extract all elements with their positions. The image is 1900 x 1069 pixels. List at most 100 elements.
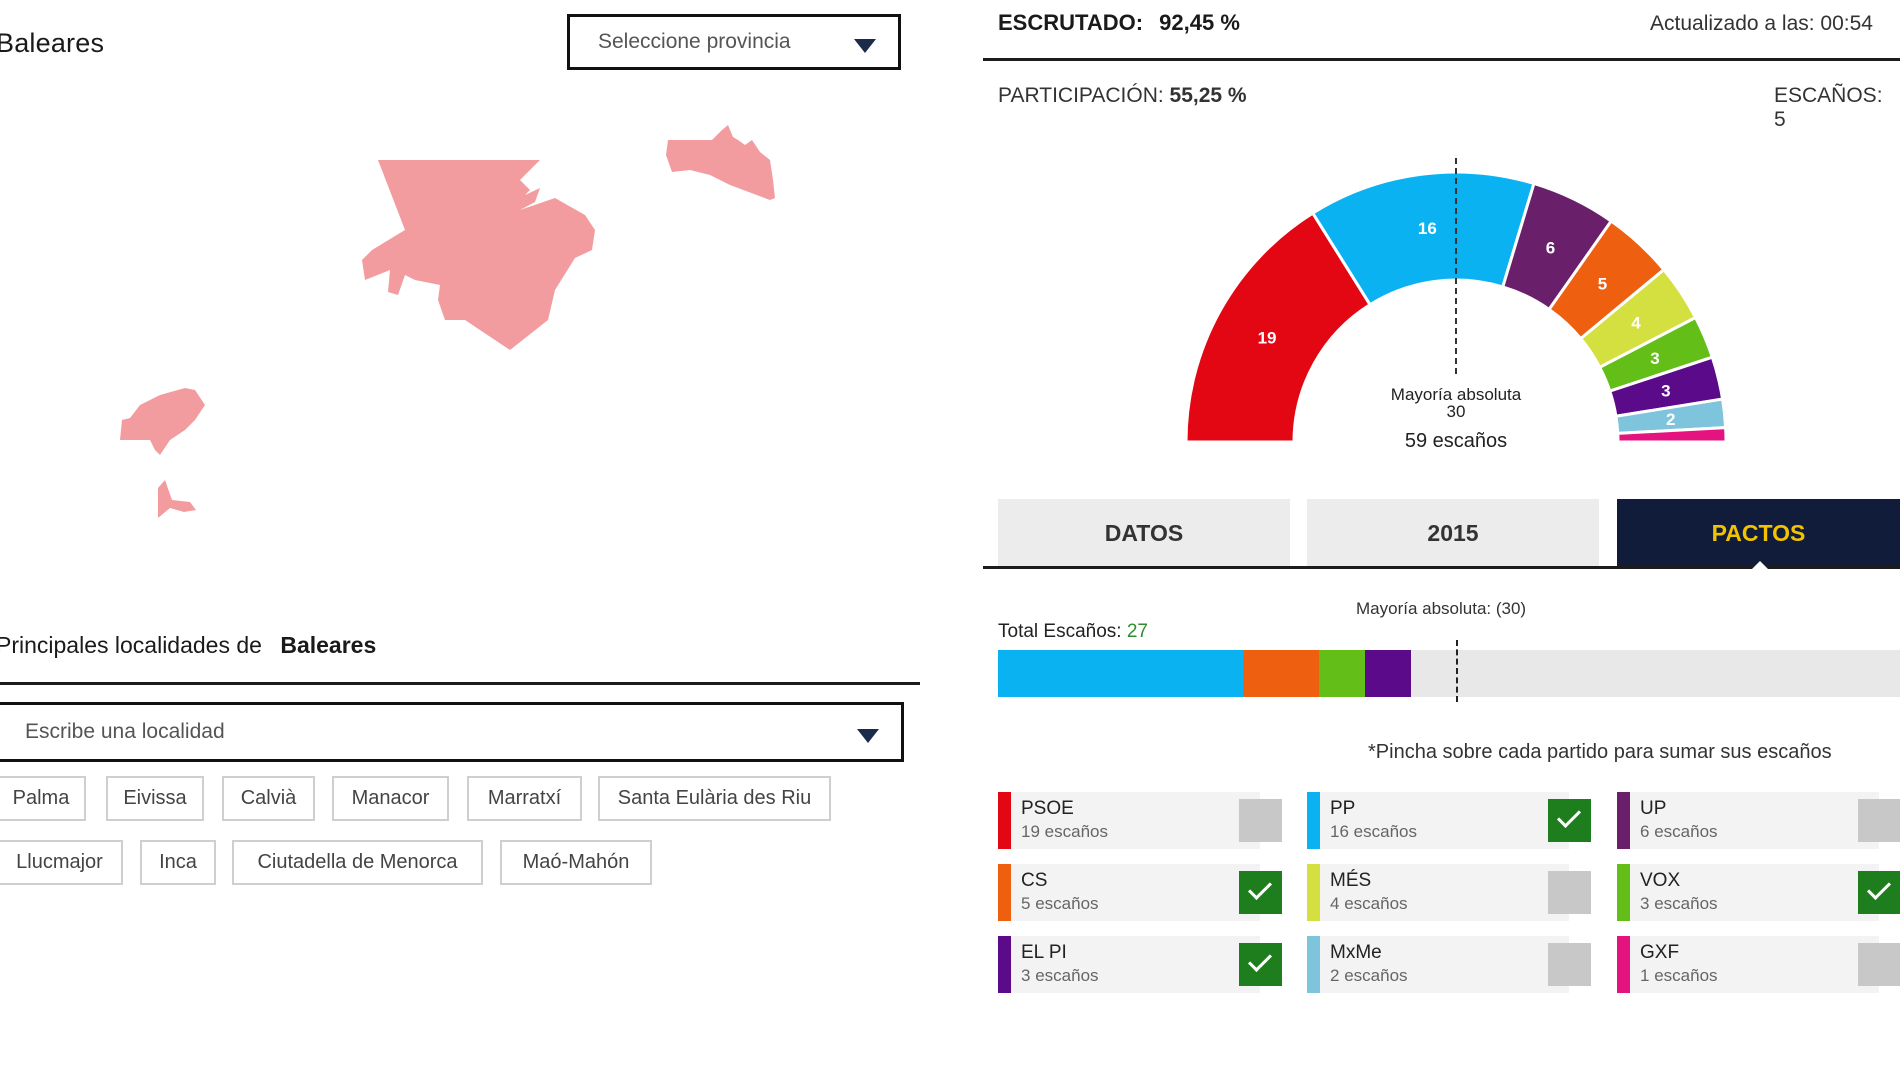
party-name: VOX <box>1640 870 1681 891</box>
party-seats-count: 3 <box>1021 966 1031 985</box>
pacts-bar-segment-cs <box>1242 650 1320 697</box>
locality-chip[interactable]: Calvià <box>222 776 315 821</box>
party-card-cs[interactable]: CS 5 escaños <box>998 864 1282 921</box>
party-seats-suffix: escaños <box>1344 966 1408 985</box>
unchecked-checkbox-icon[interactable] <box>1548 943 1591 986</box>
unchecked-checkbox-icon[interactable] <box>1858 943 1900 986</box>
party-seats-count: 1 <box>1640 966 1650 985</box>
escrutado: ESCRUTADO: 92,45 % <box>998 10 1240 36</box>
pacts-majority-label: Mayoría absoluta: (30) <box>1356 599 1527 618</box>
tab-2015[interactable]: 2015 <box>1307 499 1599 567</box>
province-select[interactable]: Seleccione provincia <box>567 14 901 70</box>
participacion-value: 55,25 % <box>1169 84 1247 107</box>
pacts-majority-line <box>1456 640 1458 702</box>
party-seats-suffix: escaños <box>1344 894 1408 913</box>
unchecked-checkbox-icon[interactable] <box>1548 871 1591 914</box>
pacts-bar-segment-el-pi <box>1364 650 1411 697</box>
party-name: GXF <box>1640 942 1680 963</box>
party-seats-suffix: escaños <box>1035 966 1099 985</box>
hemicycle-segment-gxf[interactable] <box>1616 426 1728 444</box>
participacion-label: PARTICIPACIÓN: <box>998 84 1164 107</box>
locality-chip[interactable]: Llucmajor <box>0 840 123 885</box>
map-region-mallorca[interactable] <box>362 160 595 350</box>
map-region-menorca[interactable] <box>666 125 775 200</box>
escanos-total: ESCAÑOS: 5 <box>1774 84 1883 131</box>
hemicycle-seat-label: 4 <box>1631 314 1641 333</box>
locality-chip[interactable]: Manacor <box>332 776 449 821</box>
locality-chip[interactable]: Ciutadella de Menorca <box>232 840 483 885</box>
tab-datos[interactable]: DATOS <box>998 499 1290 567</box>
unchecked-checkbox-icon[interactable] <box>1858 799 1900 842</box>
escrutado-label: ESCRUTADO: <box>998 10 1144 35</box>
map-region-ibiza[interactable] <box>120 388 205 455</box>
party-card-mxme[interactable]: MxMe 2 escaños <box>1307 936 1591 993</box>
locality-chip[interactable]: Inca <box>140 840 216 885</box>
party-seats-suffix: escaños <box>1044 822 1108 841</box>
pacts-total: Total Escaños: 27 <box>998 621 1148 643</box>
party-card-psoe[interactable]: PSOE 19 escaños <box>998 792 1282 849</box>
party-color-stripe <box>1307 864 1320 921</box>
party-card-més[interactable]: MÉS 4 escaños <box>1307 864 1591 921</box>
region-title: Baleares <box>0 28 105 58</box>
party-seats-count: 19 <box>1021 822 1040 841</box>
party-card-vox[interactable]: VOX 3 escaños <box>1617 864 1900 921</box>
majority-label: Mayoría absoluta <box>1391 385 1522 404</box>
checked-checkbox-icon[interactable] <box>1239 871 1282 914</box>
hemicycle-seat-label: 3 <box>1650 349 1659 368</box>
divider <box>0 682 920 685</box>
pacts-total-value: 27 <box>1126 621 1148 642</box>
locality-chip[interactable]: Maó-Mahón <box>500 840 652 885</box>
locality-input[interactable]: Escribe una localidad <box>0 702 904 762</box>
checked-checkbox-icon[interactable] <box>1858 871 1900 914</box>
checked-checkbox-icon[interactable] <box>1239 943 1282 986</box>
party-seats: 4 escaños <box>1330 894 1408 914</box>
party-seats-count: 2 <box>1330 966 1340 985</box>
party-seats-count: 6 <box>1640 822 1650 841</box>
party-seats-suffix: escaños <box>1654 894 1718 913</box>
divider <box>983 58 1900 61</box>
pacts-bar-segment-pp <box>998 650 1243 697</box>
checked-checkbox-icon[interactable] <box>1548 799 1591 842</box>
locality-chip[interactable]: Palma <box>0 776 86 821</box>
party-card-up[interactable]: UP 6 escaños <box>1617 792 1900 849</box>
party-seats: 1 escaños <box>1640 966 1718 986</box>
party-seats-suffix: escaños <box>1035 894 1099 913</box>
hemicycle-seat-label: 19 <box>1258 328 1277 347</box>
updated-time: Actualizado a las: 00:54 <box>1650 12 1873 35</box>
party-color-stripe <box>998 792 1011 849</box>
locality-chip[interactable]: Santa Eulària des Riu <box>598 776 831 821</box>
unchecked-checkbox-icon[interactable] <box>1239 799 1282 842</box>
party-name: EL PI <box>1021 942 1067 963</box>
locality-chip[interactable]: Eivissa <box>106 776 204 821</box>
party-seats-suffix: escaños <box>1654 966 1718 985</box>
party-color-stripe <box>1307 792 1320 849</box>
party-seats-count: 5 <box>1021 894 1031 913</box>
participacion: PARTICIPACIÓN: 55,25 % <box>998 84 1247 108</box>
party-seats: 3 escaños <box>1640 894 1718 914</box>
tab-pactos[interactable]: PACTOS <box>1617 499 1900 567</box>
party-color-stripe <box>998 864 1011 921</box>
party-name: PP <box>1330 798 1356 819</box>
party-card-pp[interactable]: PP 16 escaños <box>1307 792 1591 849</box>
hemicycle-seat-label: 3 <box>1661 382 1670 401</box>
party-seats-count: 4 <box>1330 894 1340 913</box>
party-color-stripe <box>1617 792 1630 849</box>
hemicycle-seat-label: 5 <box>1598 274 1607 293</box>
party-seats: 19 escaños <box>1021 822 1108 842</box>
escrutado-value: 92,45 % <box>1159 10 1240 35</box>
party-color-stripe <box>1307 936 1320 993</box>
party-card-gxf[interactable]: GXF 1 escaños <box>1617 936 1900 993</box>
majority-value: 30 <box>1447 402 1466 421</box>
pacts-total-label: Total Escaños: <box>998 621 1122 642</box>
party-card-el-pi[interactable]: EL PI 3 escaños <box>998 936 1282 993</box>
divider <box>983 566 1900 569</box>
pacts-hint: *Pincha sobre cada partido para sumar su… <box>1368 741 1832 763</box>
tab-pointer-icon <box>1752 561 1768 569</box>
party-seats: 16 escaños <box>1330 822 1417 842</box>
hemicycle-seat-label: 6 <box>1546 239 1555 258</box>
chevron-down-icon <box>857 729 879 743</box>
party-seats: 2 escaños <box>1330 966 1408 986</box>
map-region-formentera[interactable] <box>158 480 196 518</box>
locality-chip[interactable]: Marratxí <box>467 776 582 821</box>
party-name: MxMe <box>1330 942 1382 963</box>
